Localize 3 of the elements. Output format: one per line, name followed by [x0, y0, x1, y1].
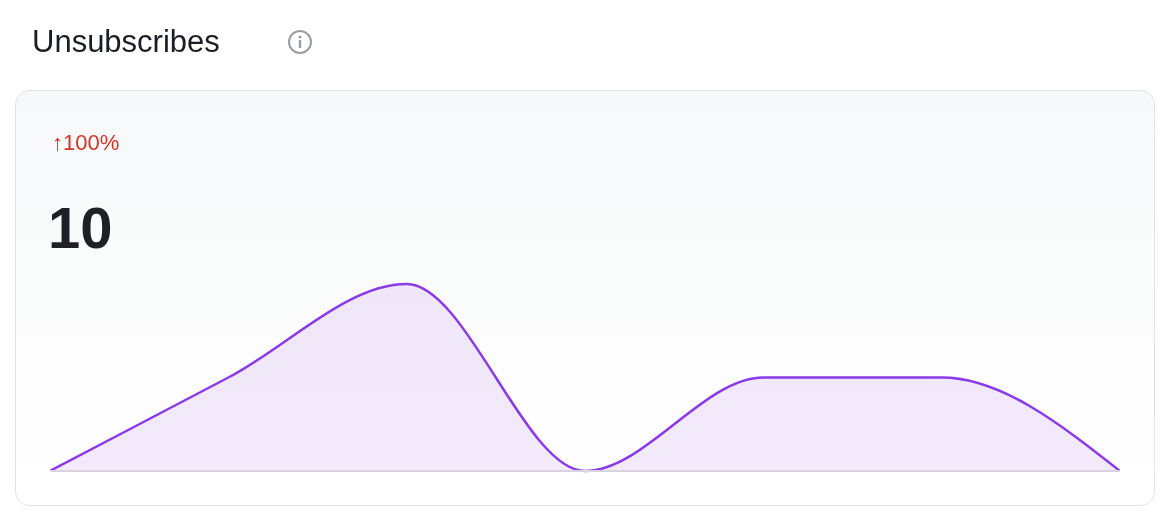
chart-title: Unsubscribes [32, 24, 220, 60]
text: ↑100% [52, 130, 120, 156]
text: 10 [48, 194, 113, 261]
